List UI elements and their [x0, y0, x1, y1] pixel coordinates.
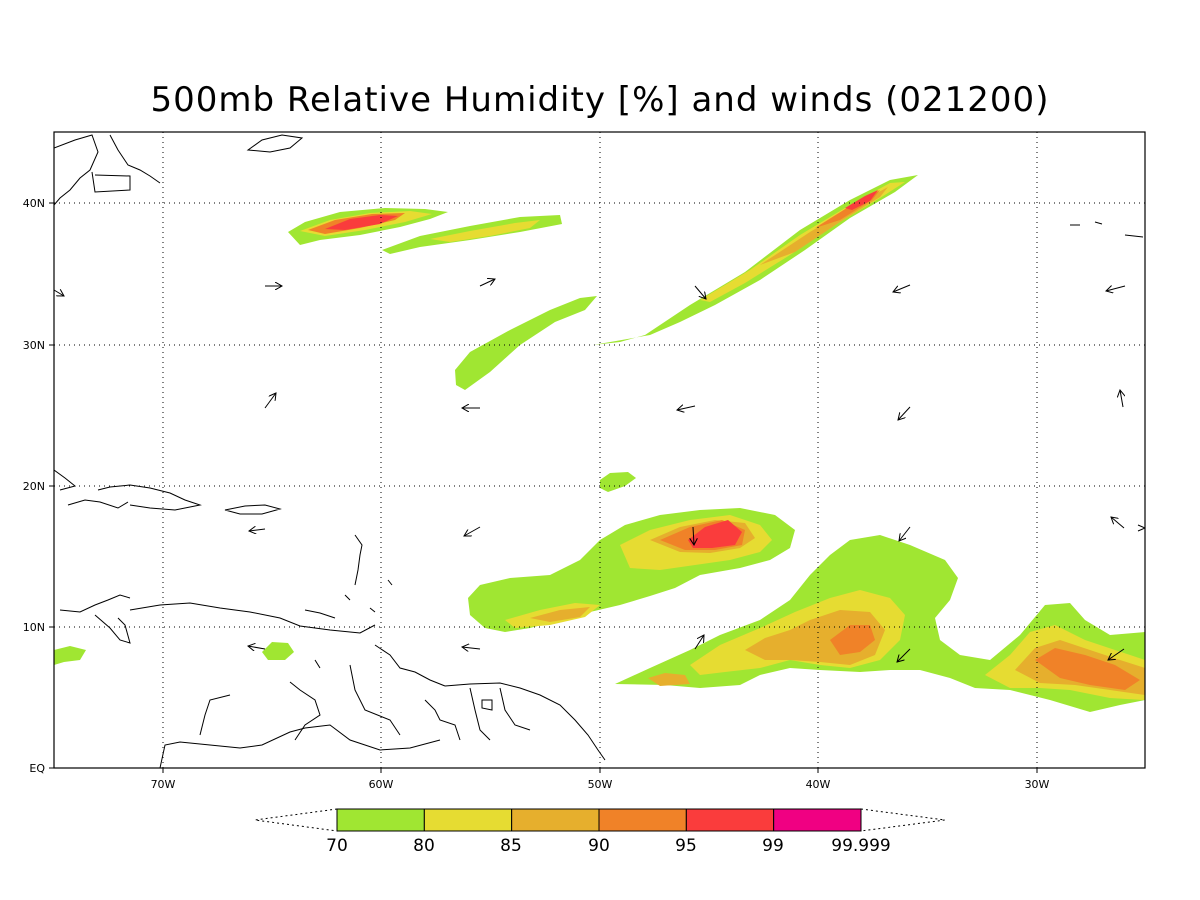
wind-vector-arrow-icon: [897, 648, 911, 662]
colorbar-swatch: [685, 808, 775, 832]
colorbar-label: 99.999: [831, 836, 890, 856]
wind-vector-arrow-icon: [1108, 648, 1125, 660]
wind-vector-arrow-icon: [694, 635, 704, 650]
wind-vector-arrow-icon: [898, 406, 911, 420]
humidity-fill-layer: [54, 175, 1145, 712]
humidity-region: [54, 646, 86, 665]
lat-tick-label: EQ: [29, 762, 45, 775]
wind-vector-arrow-icon: [677, 406, 696, 410]
wind-vector-arrow-icon: [479, 279, 495, 287]
colorbar-swatch: [336, 808, 425, 832]
humidity-region: [325, 215, 398, 230]
lon-tick-label: 60W: [369, 778, 394, 791]
colorbar-swatch: [423, 808, 513, 832]
colorbar-labels: 70 80 85 90 95 99 99.999: [326, 836, 891, 856]
coastlines: [54, 134, 1145, 768]
humidity-region: [530, 607, 590, 622]
graticule: [54, 132, 1145, 768]
colorbar-boxes: [336, 808, 862, 832]
colorbar-label: 90: [588, 836, 610, 856]
colorbar-label: 85: [500, 836, 522, 856]
lat-tick-label: 40N: [23, 197, 45, 210]
wind-vector-arrow-icon: [1120, 390, 1123, 408]
wind-vector-arrow-icon: [462, 647, 481, 649]
wind-vector-arrow-icon: [1111, 517, 1125, 529]
wind-vector-arrow-icon: [694, 285, 706, 299]
colorbar-label: 99: [762, 836, 784, 856]
wind-vector-arrow-icon: [53, 290, 64, 296]
colorbar-label: 95: [675, 836, 697, 856]
colorbar-swatch: [773, 808, 862, 832]
wind-vector-arrow-icon: [464, 526, 481, 536]
lon-tick-label: 70W: [151, 778, 176, 791]
humidity-region: [262, 642, 294, 660]
lon-tick-label: 50W: [588, 778, 613, 791]
wind-vector-arrow-icon: [893, 284, 911, 292]
map-title: 500mb Relative Humidity [%] and winds (0…: [150, 80, 1050, 120]
wind-vector-arrow-icon: [264, 393, 276, 409]
latitude-labels: 40N 30N 20N 10N EQ: [23, 197, 46, 775]
colorbar-low-extension: [254, 808, 338, 832]
wind-vector-arrow-icon: [899, 526, 911, 541]
colorbar-swatch: [598, 808, 687, 832]
colorbar-high-extension: [860, 808, 946, 832]
lat-tick-label: 20N: [23, 480, 45, 493]
tick-marks: [49, 202, 1038, 773]
colorbar: 70 80 85 90 95 99 99.999: [254, 808, 946, 856]
wind-vectors: [53, 279, 1126, 662]
humidity-region: [430, 220, 540, 242]
wind-vector-arrow-icon: [693, 526, 694, 545]
colorbar-label: 70: [326, 836, 348, 856]
lon-tick-label: 30W: [1025, 778, 1050, 791]
longitude-labels: 70W 60W 50W 40W 30W: [151, 778, 1050, 791]
humidity-region: [600, 472, 636, 492]
humidity-region: [688, 520, 742, 548]
humidity-region: [845, 190, 878, 210]
humidity-region: [1035, 648, 1140, 690]
wind-vector-arrow-icon: [248, 646, 266, 649]
humidity-region: [648, 673, 690, 686]
wind-vector-arrow-icon: [1106, 286, 1126, 291]
humidity-region: [455, 296, 597, 390]
colorbar-label: 80: [413, 836, 435, 856]
lon-tick-label: 40W: [806, 778, 831, 791]
humidity-region: [830, 625, 875, 655]
lat-tick-label: 10N: [23, 621, 45, 634]
lat-tick-label: 30N: [23, 339, 45, 352]
wind-vector-arrow-icon: [249, 529, 266, 531]
colorbar-swatch: [511, 808, 600, 832]
